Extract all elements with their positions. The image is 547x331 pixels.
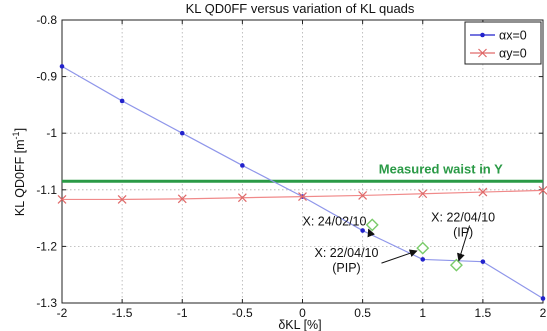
x-tick-label: 1.5 (475, 306, 492, 320)
annotation-text: (IP) (453, 225, 473, 239)
annotation: X: 22/04/10(IP) (431, 210, 495, 262)
annotation-text: X: 24/02/10 (303, 214, 367, 228)
x-tick-label: 2 (540, 306, 547, 320)
y-tick-label: -0.9 (36, 70, 57, 84)
x-marker-stroke (358, 191, 368, 200)
x-marker-stroke (177, 194, 187, 204)
legend: αx=0 αy=0 (464, 21, 542, 65)
series-point (480, 259, 486, 264)
series-point (237, 193, 247, 203)
legend-box (464, 21, 542, 65)
x-tick-label: 0.5 (354, 306, 371, 320)
x-marker-stroke (298, 192, 307, 202)
legend-label: αx=0 (499, 29, 527, 43)
x-marker-stroke (418, 189, 428, 199)
x-tick-label: -2 (57, 306, 68, 320)
y-tick-label: -0.8 (36, 13, 57, 27)
annotation-text: X: 22/04/10 (431, 210, 495, 224)
annotation-arrow (457, 225, 471, 262)
measured-waist-label: Measured waist in Y (379, 161, 503, 176)
x-marker-stroke (57, 194, 67, 204)
x-tick-label: 0 (299, 306, 306, 320)
y-tick-label: -1.3 (36, 296, 57, 310)
x-tick-label: 1 (419, 306, 426, 320)
legend-marker (478, 48, 487, 58)
measurement-diamond (449, 258, 463, 272)
y-tick-label: -1 (46, 126, 57, 140)
series-point (418, 189, 428, 199)
x-marker-stroke (538, 185, 547, 195)
x-marker-stroke (117, 194, 127, 204)
series-point (240, 163, 245, 168)
x-marker-stroke (478, 187, 488, 197)
series-point (57, 194, 67, 204)
x-axis-label: δKL [%] (278, 318, 321, 331)
series-point (179, 130, 185, 136)
series-point (420, 257, 426, 262)
annotation-arrow (367, 228, 375, 238)
x-tick-label: -1 (177, 306, 188, 320)
x-marker-stroke (237, 193, 247, 203)
series-point (117, 194, 127, 204)
svg-text:KL QD0FF [m-1]: KL QD0FF [m-1] (11, 128, 27, 216)
chart-title: KL QD0FF versus variation of KL quads (186, 1, 415, 16)
annotation: X: 24/02/10 (303, 214, 375, 238)
series-point (298, 192, 307, 202)
y-tick-label: -1.2 (36, 239, 57, 253)
series-point (538, 185, 547, 195)
x-tick-label: -1.5 (112, 306, 133, 320)
series-point (119, 98, 125, 104)
x-tick-label: -0.5 (232, 306, 253, 320)
series-point (540, 296, 546, 301)
annotation-text: (PIP) (332, 261, 360, 275)
x-marker-stroke (478, 48, 487, 58)
series-point (177, 194, 187, 204)
series-point (358, 191, 368, 200)
annotation-arrow (381, 249, 418, 264)
y-axis-label: KL QD0FF [m-1] (11, 128, 27, 216)
legend-marker (480, 32, 485, 38)
annotation: X: 22/04/10(PIP) (315, 246, 418, 275)
series-point (360, 228, 365, 233)
y-tick-label: -1.1 (36, 183, 57, 197)
measurement-diamond (416, 241, 430, 255)
legend-label: αy=0 (499, 47, 527, 61)
series-point (59, 64, 65, 69)
series-point (478, 187, 488, 197)
annotation-text: X: 22/04/10 (315, 246, 379, 260)
